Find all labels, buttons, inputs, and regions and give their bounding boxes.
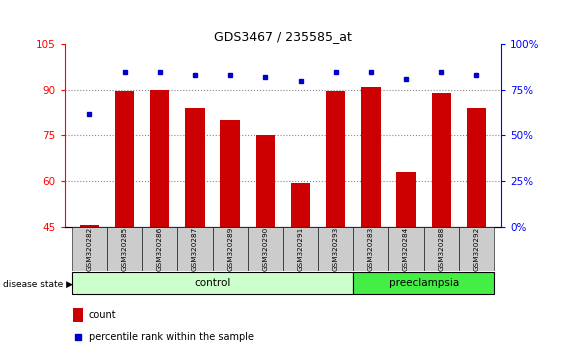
Bar <box>388 227 424 271</box>
Bar <box>107 227 142 271</box>
Title: GDS3467 / 235585_at: GDS3467 / 235585_at <box>214 30 352 43</box>
Text: GSM320284: GSM320284 <box>403 227 409 271</box>
Bar <box>291 183 310 227</box>
Text: GSM320290: GSM320290 <box>262 227 269 271</box>
Text: GSM320289: GSM320289 <box>227 227 233 271</box>
Text: GSM320288: GSM320288 <box>438 227 444 271</box>
Bar <box>361 87 381 227</box>
Text: GSM320291: GSM320291 <box>297 227 303 271</box>
Bar <box>467 108 486 227</box>
Bar <box>73 308 83 322</box>
Bar <box>213 227 248 271</box>
Text: GSM320293: GSM320293 <box>333 227 339 271</box>
Bar <box>221 120 240 227</box>
Bar <box>424 227 459 271</box>
Text: count: count <box>89 310 117 320</box>
Bar <box>142 227 177 271</box>
Bar <box>459 227 494 271</box>
Bar <box>115 91 134 227</box>
Bar <box>150 90 169 227</box>
Text: GSM320285: GSM320285 <box>122 227 128 271</box>
Bar <box>80 225 99 227</box>
Bar <box>177 227 213 271</box>
Bar <box>72 272 354 295</box>
Bar <box>72 227 107 271</box>
Text: GSM320283: GSM320283 <box>368 227 374 271</box>
Text: control: control <box>194 278 231 288</box>
Bar <box>396 172 415 227</box>
Text: GSM320286: GSM320286 <box>157 227 163 271</box>
Bar <box>256 136 275 227</box>
Text: percentile rank within the sample: percentile rank within the sample <box>89 332 254 342</box>
Bar <box>318 227 354 271</box>
Bar <box>326 91 345 227</box>
Text: GSM320292: GSM320292 <box>473 227 480 271</box>
Text: disease state ▶: disease state ▶ <box>3 280 73 289</box>
Bar <box>354 227 388 271</box>
Bar <box>354 272 494 295</box>
Bar <box>283 227 318 271</box>
Text: preeclampsia: preeclampsia <box>388 278 459 288</box>
Bar <box>432 93 451 227</box>
Text: GSM320282: GSM320282 <box>86 227 92 271</box>
Text: GSM320287: GSM320287 <box>192 227 198 271</box>
Bar <box>248 227 283 271</box>
Bar <box>185 108 204 227</box>
